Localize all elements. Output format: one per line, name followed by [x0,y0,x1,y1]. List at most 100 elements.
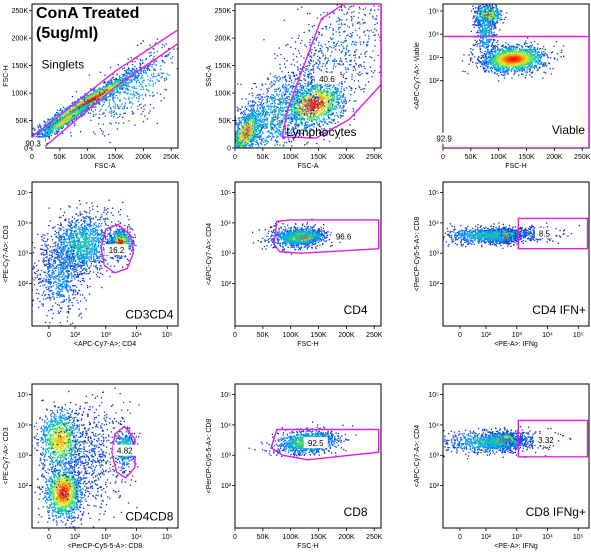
x-tick-label: 10² [70,534,81,541]
x-tick-label: 150K [107,154,124,161]
gate-percent: 8.5 [539,230,551,239]
x-tick-label: 0 [47,332,51,339]
y-tick-label: 10³ [429,55,440,62]
gate-percent: 16.2 [109,246,125,255]
x-tick-label: 0 [30,154,34,161]
y-tick-label: 100K [12,91,29,98]
gate-outline[interactable] [281,4,381,139]
x-tick-label: 200K [338,534,355,541]
x-tick-label: 10⁴ [131,332,142,339]
y-tick-label: 10⁵ [17,392,28,399]
x-tick-label: 100K [283,534,300,541]
y-tick-label: 10⁵ [428,190,439,197]
gate-outline[interactable] [443,35,589,149]
gate-percent: 92.5 [308,439,324,448]
gate-percent-badge [112,444,137,456]
x-tick-label: 50K [257,534,270,541]
x-axis-label: FSC-H [297,341,318,348]
y-tick-label: 10³ [429,453,440,460]
x-tick-label: 200K [338,154,355,161]
y-axis-label: <PerCP-Cy5-5-A>: CD8 [414,217,421,292]
gate-outline[interactable] [100,223,135,274]
plot-panel: CD8 92.5 0 50K 100K 150K 200K 250K 10² 10³ 10⁴ 10⁵ F… [206,383,383,550]
y-tick-label: 10² [429,78,440,85]
x-tick-label: 10³ [512,332,523,339]
x-tick-label: 100K [283,332,300,339]
x-tick-label: 150K [310,534,327,541]
y-tick-label: 10³ [18,453,29,460]
x-tick-label: 10⁵ [162,332,173,339]
plot-panel: CD3CD4 16.2 0 10² 10³ 10⁴ 10⁵ 10² 10³ 10⁴ 10⁵ <APC-… [3,181,179,348]
y-tick-label: 10⁴ [220,220,231,227]
gate-name-label: Lymphocytes [286,125,356,139]
x-tick-label: 10⁴ [542,534,553,541]
y-tick-label: 10³ [221,453,232,460]
y-tick-label: 0 [227,146,231,153]
x-tick-label: 10² [70,332,81,339]
y-tick-label: 10⁵ [17,190,28,197]
y-axis-label: <PE-Cy7-A>: CD3 [3,427,10,484]
plot-area [443,384,589,528]
x-tick-label: 250K [163,154,180,161]
y-axis-label: <PerCP-Cy5-5-A>: CD8 [206,419,213,494]
y-axis-label: <APC-Cy7-A>: CD4 [206,223,213,285]
x-tick-label: 10² [481,534,492,541]
y-tick-label: 100K [215,91,232,98]
y-tick-label: 10³ [429,251,440,258]
y-tick-label: 10³ [221,251,232,258]
event-dots [461,4,565,82]
plot-panel: Lymphocytes 40.6 0 50K 100K 150K 200K 250K 0 50K 1… [206,3,383,170]
x-tick-label: 0 [233,534,237,541]
x-tick-label: 0 [233,154,237,161]
x-tick-label: 200K [135,154,152,161]
plot-frame [442,383,590,529]
figure-title-line-1: ConA Treated [36,4,139,24]
x-tick-label: 250K [574,154,591,161]
plot-panel: Viable 92.9 0 50K 100K 150K 200K 250K 10² 10³ 10⁴ 1… [414,3,591,170]
plot-panel: CD8 IFNg+ 3.32 0 10² 10³ 10⁴ 10⁵ 10² 10³ 10⁴ 10⁵ <P… [414,383,590,550]
gate-outline[interactable] [111,425,136,479]
x-tick-label: 250K [366,534,383,541]
x-tick-label: 200K [338,332,355,339]
plot-area [443,182,589,326]
x-tick-label: 150K [310,332,327,339]
gate-percent-badge [331,230,356,242]
gate-name-label: CD4CD8 [125,509,173,523]
y-tick-label: 10⁴ [17,422,28,429]
y-tick-label: 10⁵ [428,392,439,399]
y-tick-label: 200K [215,36,232,43]
gate-percent-badge [104,244,129,256]
x-tick-label: 0 [458,534,462,541]
x-tick-label: 10⁴ [131,534,142,541]
x-axis-label: FSC-A [298,163,319,170]
y-tick-label: 250K [215,8,232,15]
y-tick-label: 250K [12,8,29,15]
gate-name-label: CD8 IFNg+ [526,505,586,519]
x-tick-label: 10⁵ [573,534,584,541]
x-tick-label: 10⁵ [573,332,584,339]
y-axis-label: FSC-H [3,65,10,86]
y-tick-label: 10⁵ [428,8,439,15]
gate-name-label: CD8 [344,505,368,519]
plot-panel: CD4CD8 4.82 0 10² 10³ 10⁴ 10⁵ 10² 10³ 10⁴ 10⁵ <PerC… [3,383,179,550]
y-tick-label: 10² [18,281,29,288]
x-tick-label: 0 [47,534,51,541]
x-tick-label: 50K [257,154,270,161]
y-tick-label: 50K [16,118,29,125]
y-tick-label: 10² [429,281,440,288]
x-axis-label: <APC-Cy7-A>: CD4 [74,341,136,348]
gate-outline[interactable] [270,428,380,461]
gate-percent: 3.32 [538,436,554,445]
gate-percent: 92.9 [436,135,452,144]
gate-outline[interactable] [517,217,589,250]
y-tick-label: 10² [18,483,29,490]
y-tick-label: 10⁵ [220,392,231,399]
x-tick-label: 50K [257,332,270,339]
gate-outline[interactable] [273,219,380,254]
gate-name-label: Viable [552,123,585,137]
x-tick-label: 50K [465,154,478,161]
gate-outline[interactable] [32,28,178,148]
x-tick-label: 10³ [101,534,112,541]
gate-outline[interactable] [517,419,589,458]
